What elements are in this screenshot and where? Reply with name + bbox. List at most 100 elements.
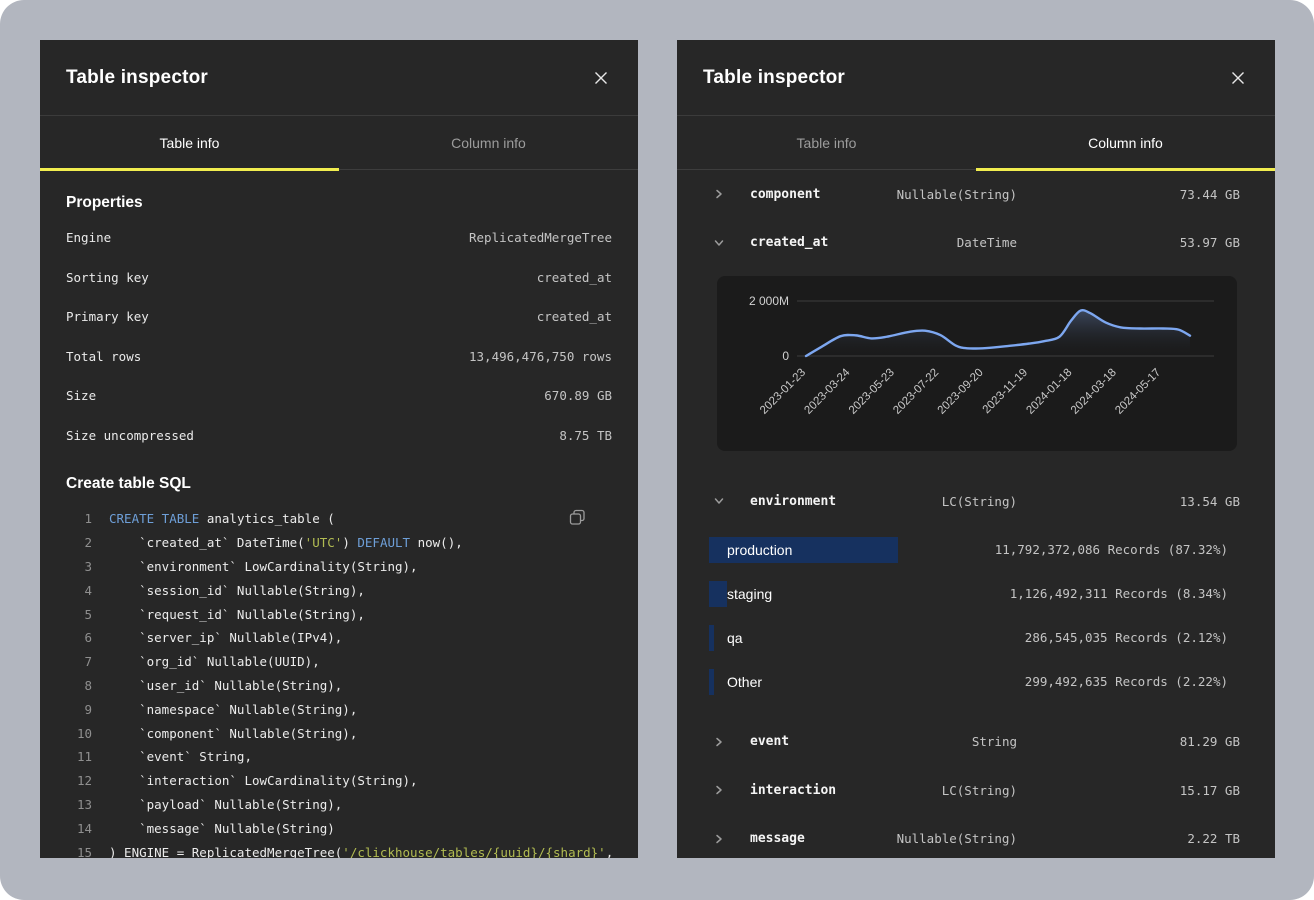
sql-line: 6 `server_ip` Nullable(IPv4), xyxy=(66,626,612,650)
column-type: LC(String) xyxy=(942,494,1017,509)
property-row-engine: EngineReplicatedMergeTree xyxy=(66,218,612,258)
svg-text:2024-05-17: 2024-05-17 xyxy=(1113,367,1163,417)
sql-line: 5 `request_id` Nullable(String), xyxy=(66,602,612,626)
property-label: Total rows xyxy=(66,349,141,364)
property-label: Size xyxy=(66,388,96,403)
env-value-label: qa xyxy=(727,630,743,646)
line-number: 12 xyxy=(66,773,92,788)
svg-text:2023-01-23: 2023-01-23 xyxy=(758,367,808,417)
property-label: Engine xyxy=(66,230,111,245)
modal-header: Table inspector xyxy=(677,40,1275,116)
close-icon[interactable] xyxy=(590,67,612,89)
property-value: created_at xyxy=(537,309,612,324)
column-size: 53.97 GB xyxy=(1180,235,1240,250)
property-label: Sorting key xyxy=(66,270,149,285)
env-value-label: staging xyxy=(727,586,772,602)
column-type: LC(String) xyxy=(942,783,1017,798)
column-size: 73.44 GB xyxy=(1180,187,1240,202)
line-number: 14 xyxy=(66,821,92,836)
property-label: Primary key xyxy=(66,309,149,324)
copy-icon[interactable] xyxy=(567,507,588,531)
property-value: 8.75 TB xyxy=(559,428,612,443)
tab-column-info[interactable]: Column info xyxy=(976,116,1275,169)
tab-table-info[interactable]: Table info xyxy=(40,116,339,169)
line-number: 4 xyxy=(66,583,92,598)
modal-title: Table inspector xyxy=(66,67,208,89)
created-at-histogram-chart: 2 000M02023-01-232023-03-242023-05-23202… xyxy=(717,276,1237,451)
column-size: 15.17 GB xyxy=(1180,783,1240,798)
page-background: Table inspector Table infoColumn info Pr… xyxy=(0,0,1314,900)
env-bar-track: staging xyxy=(709,581,1010,607)
svg-text:2023-11-19: 2023-11-19 xyxy=(981,367,1030,416)
line-number: 5 xyxy=(66,607,92,622)
tab-column-info[interactable]: Column info xyxy=(339,116,638,169)
sql-line: 12 `interaction` LowCardinality(String), xyxy=(66,769,612,793)
sql-line: 10 `component` Nullable(String), xyxy=(66,721,612,745)
env-value-label: production xyxy=(727,542,792,558)
environment-values-list: production 11,792,372,086 Records (87.32%… xyxy=(677,526,1275,718)
env-value-row-other: Other299,492,635 Records (2.22%) xyxy=(677,660,1275,704)
sql-line: 3 `environment` LowCardinality(String), xyxy=(66,555,612,579)
table-info-content: Properties EngineReplicatedMergeTree Sort… xyxy=(40,194,638,858)
sql-line: 11 `event` String, xyxy=(66,745,612,769)
svg-text:2024-01-18: 2024-01-18 xyxy=(1024,367,1074,417)
property-row-primary-key: Primary key created_at xyxy=(66,297,612,337)
sql-line: 2 `created_at` DateTime('UTC') DEFAULT n… xyxy=(66,531,612,555)
property-row-size-uncompressed: Size uncompressed8.75 TB xyxy=(66,416,612,456)
property-row-size: Size670.89 GB xyxy=(66,376,612,416)
column-row-interaction[interactable]: interactionLC(String)15.17 GB xyxy=(677,766,1275,815)
env-value-records: 299,492,635 Records (2.22%) xyxy=(1025,674,1228,689)
chevron-right-icon xyxy=(703,834,750,844)
env-value-bar xyxy=(709,581,727,607)
line-number: 15 xyxy=(66,845,92,858)
column-size: 2.22 TB xyxy=(1187,831,1240,846)
sql-line: 9 `namespace` Nullable(String), xyxy=(66,697,612,721)
line-number: 3 xyxy=(66,559,92,574)
close-icon[interactable] xyxy=(1227,67,1249,89)
env-value-records: 286,545,035 Records (2.12%) xyxy=(1025,630,1228,645)
svg-text:2023-09-20: 2023-09-20 xyxy=(936,367,986,417)
column-row-event[interactable]: eventString81.29 GB xyxy=(677,718,1275,767)
line-number: 8 xyxy=(66,678,92,693)
env-value-bar xyxy=(709,669,714,695)
property-value: created_at xyxy=(537,270,612,285)
sql-line: 15) ENGINE = ReplicatedMergeTree('/click… xyxy=(66,840,612,858)
column-size: 13.54 GB xyxy=(1180,494,1240,509)
env-value-bar xyxy=(709,625,714,651)
modal-header: Table inspector xyxy=(40,40,638,116)
line-number: 6 xyxy=(66,630,92,645)
line-number: 10 xyxy=(66,726,92,741)
column-size: 81.29 GB xyxy=(1180,734,1240,749)
column-row-message[interactable]: messageNullable(String)2.22 TB xyxy=(677,815,1275,859)
table-inspector-modal-table-info: Table inspector Table infoColumn info Pr… xyxy=(40,40,638,858)
svg-text:2023-03-24: 2023-03-24 xyxy=(802,366,853,417)
line-number: 9 xyxy=(66,702,92,717)
property-row-total-rows: Total rows13,496,476,750 rows xyxy=(66,337,612,377)
column-row-component[interactable]: componentNullable(String)73.44 GB xyxy=(677,170,1275,219)
env-bar-track: production xyxy=(709,537,995,563)
sql-line: 13 `payload` Nullable(String), xyxy=(66,793,612,817)
sql-line: 14 `message` Nullable(String) xyxy=(66,816,612,840)
tab-bar: Table infoColumn info xyxy=(40,116,638,170)
env-value-records: 1,126,492,311 Records (8.34%) xyxy=(1010,586,1228,601)
tab-table-info[interactable]: Table info xyxy=(677,116,976,169)
table-inspector-modal-column-info: Table inspector Table infoColumn info co… xyxy=(677,40,1275,858)
sql-line: 7 `org_id` Nullable(UUID), xyxy=(66,650,612,674)
chevron-right-icon xyxy=(703,785,750,795)
chevron-down-icon xyxy=(703,238,750,248)
column-row-created-at[interactable]: created_atDateTime53.97 GB xyxy=(677,219,1275,268)
column-type: DateTime xyxy=(957,235,1017,250)
env-bar-track: qa xyxy=(709,625,1025,651)
create-table-sql-heading: Create table SQL xyxy=(66,475,612,493)
sql-line: 4 `session_id` Nullable(String), xyxy=(66,578,612,602)
svg-text:2023-05-23: 2023-05-23 xyxy=(847,367,897,417)
svg-text:2023-07-22: 2023-07-22 xyxy=(891,367,941,417)
properties-list: EngineReplicatedMergeTree Sorting key crea… xyxy=(66,218,612,455)
env-value-records: 11,792,372,086 Records (87.32%) xyxy=(995,542,1228,557)
column-row-environment[interactable]: environmentLC(String)13.54 GB xyxy=(677,477,1275,526)
svg-text:2024-03-18: 2024-03-18 xyxy=(1069,367,1119,417)
svg-text:0: 0 xyxy=(782,349,789,363)
line-number: 7 xyxy=(66,654,92,669)
sql-line: 1CREATE TABLE analytics_table ( xyxy=(66,507,612,531)
properties-heading: Properties xyxy=(66,194,612,212)
